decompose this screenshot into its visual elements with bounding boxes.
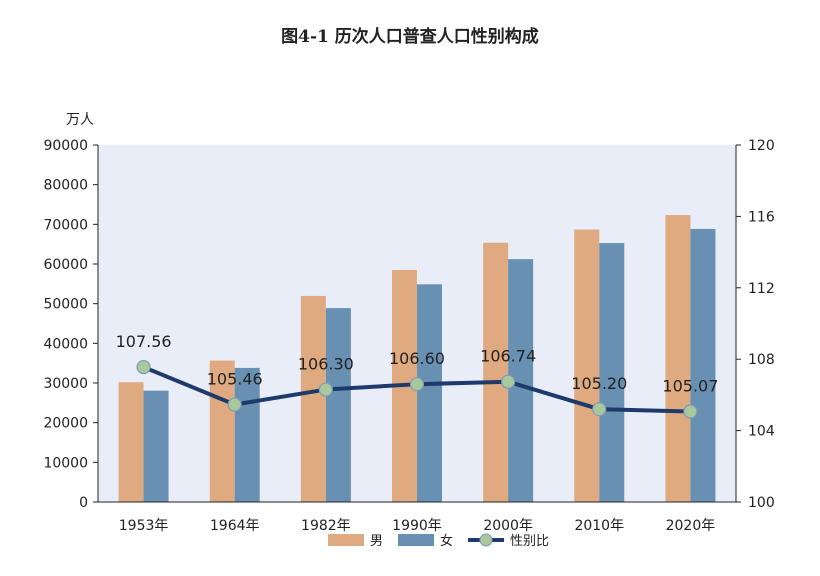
sex-ratio-label-2: 106.30 — [298, 355, 354, 374]
sex-ratio-label-6: 105.07 — [662, 377, 718, 396]
chart-title: 图4-1 历次人口普查人口性别构成 — [281, 27, 539, 47]
bar-male-6 — [665, 215, 691, 502]
y-right-tick-label-1: 116 — [748, 209, 775, 225]
sex-ratio-point-3 — [409, 377, 425, 392]
x-tick-label-4: 2000年 — [483, 518, 533, 534]
y-axis-unit: 万人 — [66, 112, 94, 128]
y-right-tick-label-5: 100 — [748, 495, 775, 511]
y-left-tick-label-0: 90000 — [43, 138, 88, 154]
x-tick-label-1: 1964年 — [210, 518, 260, 534]
y-right-tick-label-2: 112 — [748, 281, 775, 297]
x-tick-label-5: 2010年 — [574, 518, 624, 534]
x-tick-label-3: 1990年 — [392, 518, 442, 534]
legend-marker-2 — [479, 533, 493, 547]
bar-female-2 — [325, 308, 351, 502]
sex-ratio-label-1: 105.46 — [207, 370, 263, 389]
sex-ratio-label-0: 107.56 — [116, 332, 172, 351]
bar-female-6 — [690, 228, 716, 502]
bar-male-2 — [300, 295, 326, 502]
y-left-tick-label-4: 50000 — [43, 297, 88, 313]
bar-male-0 — [118, 382, 144, 502]
legend-label-1: 女 — [440, 533, 453, 549]
y-left-tick-label-7: 20000 — [43, 416, 88, 432]
bar-female-3 — [417, 284, 442, 502]
x-tick-label-0: 1953年 — [119, 518, 169, 534]
x-tick-label-2: 1982年 — [301, 518, 351, 534]
legend-swatch-0 — [328, 534, 364, 546]
y-left-tick-label-6: 30000 — [43, 376, 88, 392]
bar-female-5 — [599, 243, 625, 502]
sex-ratio-point-6 — [683, 404, 698, 419]
sex-ratio-line-layer: 107.56 105.46 106.30 106.60 106.74 105.20 105.… — [116, 332, 718, 419]
bar-male-5 — [574, 229, 600, 502]
sex-ratio-label-5: 105.20 — [571, 374, 627, 393]
sex-ratio-point-2 — [318, 382, 333, 397]
y-left-tick-label-9: 0 — [79, 495, 88, 511]
sex-ratio-point-4 — [501, 374, 516, 389]
sex-ratio-label-4: 106.74 — [480, 347, 536, 366]
legend-label-0: 男 — [370, 534, 383, 549]
sex-ratio-point-0 — [136, 359, 151, 375]
y-right-tick-label-4: 104 — [748, 424, 775, 440]
y-right-tick-label-3: 108 — [748, 352, 775, 368]
bar-female-0 — [143, 390, 169, 502]
bars-layer — [118, 215, 716, 503]
y-left-tick-label-2: 70000 — [43, 217, 88, 233]
bar-male-4 — [483, 242, 509, 503]
sex-ratio-label-3: 106.60 — [389, 349, 445, 368]
legend-label-2: 性别比 — [510, 534, 549, 549]
bar-female-1 — [234, 367, 260, 502]
y-left-tick-label-8: 10000 — [43, 455, 88, 471]
sex-ratio-point-5 — [592, 402, 607, 417]
y-right-tick-label-0: 120 — [748, 138, 775, 154]
legend: 男 女 性别比 — [328, 533, 549, 549]
axes-layer: 90000 80000 70000 60000 50000 40000 30000 20000… — [43, 138, 774, 534]
y-left-tick-label-5: 40000 — [43, 336, 88, 352]
bar-male-1 — [209, 360, 235, 502]
y-left-tick-label-1: 80000 — [43, 178, 88, 194]
legend-swatch-1 — [398, 534, 434, 546]
sex-ratio-point-1 — [227, 397, 242, 412]
x-tick-label-6: 2020年 — [666, 518, 716, 534]
y-left-tick-label-3: 60000 — [43, 257, 88, 273]
